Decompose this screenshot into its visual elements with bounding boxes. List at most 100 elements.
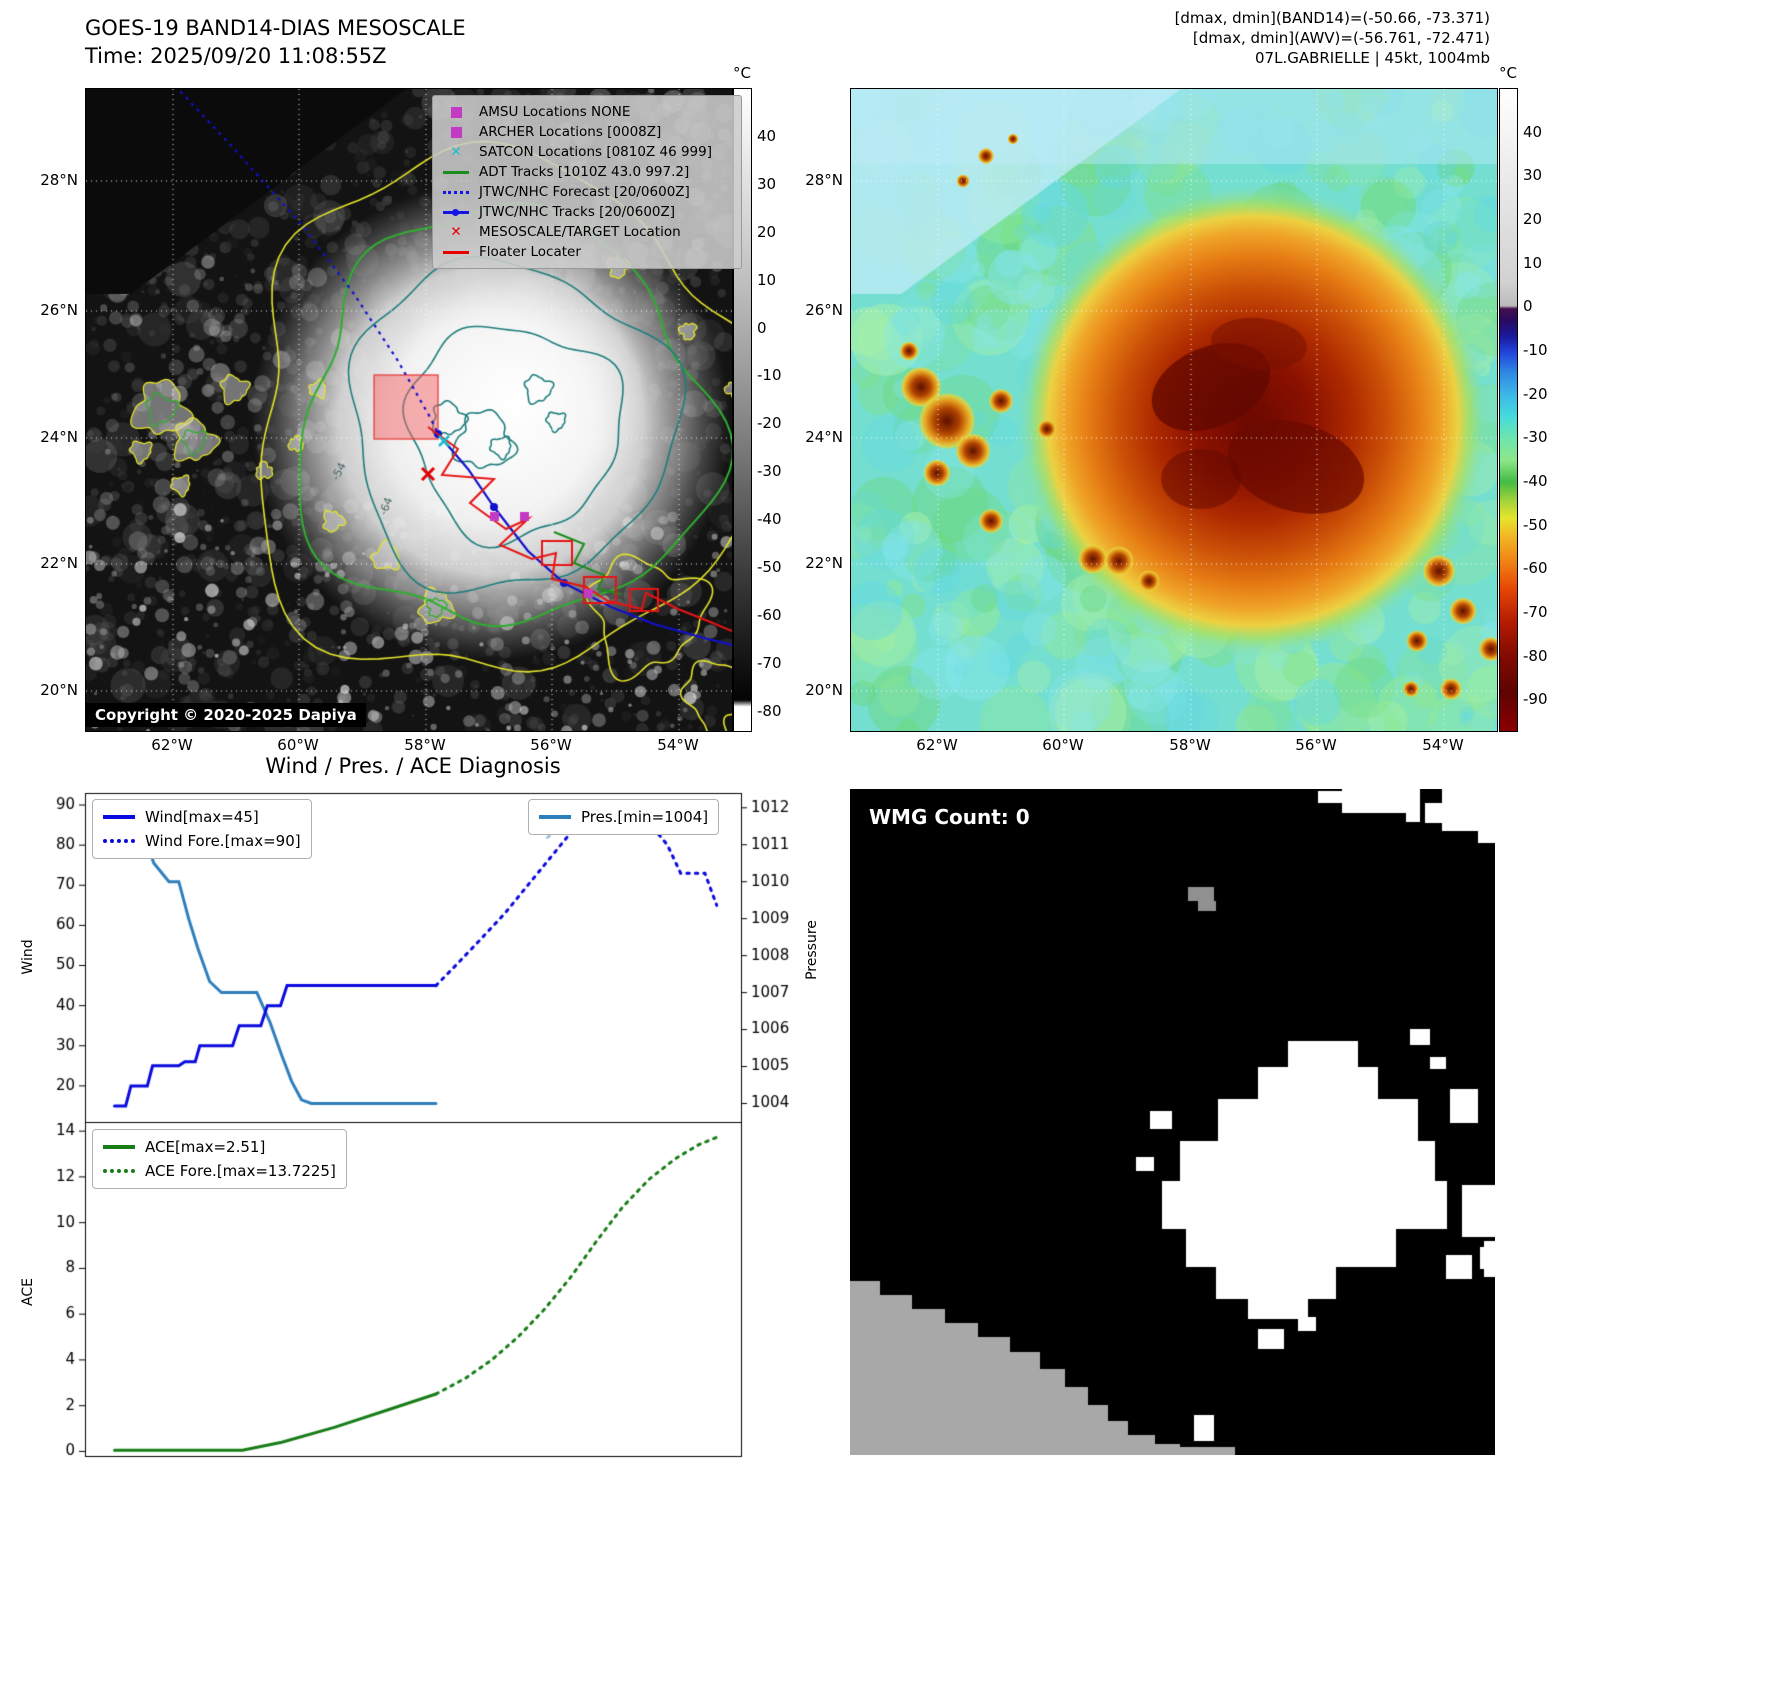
- band14-legend-item: ADT Tracks [1010Z 43.0 997.2]: [441, 162, 733, 182]
- band14-legend-item: JTWC/NHC Forecast [20/0600Z]: [441, 182, 733, 202]
- lat-tick: 22°N: [805, 554, 843, 572]
- colorbar-tick: -30: [1523, 428, 1548, 447]
- colorbar-tick: -80: [757, 701, 782, 720]
- colorbar-tick: -20: [1523, 384, 1548, 403]
- lon-tick: 58°W: [1169, 736, 1211, 754]
- colorbar-tick: -20: [757, 414, 782, 433]
- lat-tick: 24°N: [805, 428, 843, 446]
- lat-tick: 22°N: [40, 554, 78, 572]
- band14-legend-item: AMSU Locations NONE: [441, 102, 733, 122]
- line-marker-icon: [441, 250, 471, 254]
- colorbar-tick: 40: [1523, 122, 1543, 141]
- chart-legend-item: Wind Fore.[max=90]: [103, 829, 301, 853]
- colorbar-tick: 40: [757, 126, 777, 145]
- awv-satellite-image: [850, 88, 1498, 732]
- x-marker-icon: ✕: [450, 224, 462, 240]
- colorbar-tick: 0: [757, 318, 767, 337]
- lat-tick: 20°N: [805, 681, 843, 699]
- band14-colorbar-unit: °C: [733, 64, 751, 82]
- square-marker-icon: [441, 106, 471, 118]
- awv-header-line: [dmax, dmin](AWV)=(-56.761, -72.471): [1192, 29, 1490, 47]
- band14-legend-item: Floater Locater: [441, 242, 733, 262]
- colorbar-tick: -30: [757, 462, 782, 481]
- colorbar-tick: -50: [757, 558, 782, 577]
- lon-tick: 54°W: [1422, 736, 1464, 754]
- solid-line-icon: [103, 1145, 135, 1149]
- lon-tick: 58°W: [404, 736, 446, 754]
- colorbar-tick: -40: [1523, 472, 1548, 491]
- x-marker-icon: ✕: [450, 144, 462, 160]
- colorbar-tick: 10: [1523, 253, 1543, 272]
- colorbar-tick: -90: [1523, 690, 1548, 709]
- line-marker-icon: [441, 170, 471, 174]
- chart-legend-label: ACE[max=2.51]: [145, 1138, 266, 1156]
- awv-header-line: [dmax, dmin](BAND14)=(-50.66, -73.371): [1174, 9, 1490, 27]
- colorbar-tick: 10: [757, 270, 777, 289]
- awv-header-line: 07L.GABRIELLE | 45kt, 1004mb: [1255, 49, 1490, 67]
- lon-tick: 62°W: [151, 736, 193, 754]
- legend-item-label: JTWC/NHC Forecast [20/0600Z]: [479, 184, 690, 200]
- chart-legend-item: Wind[max=45]: [103, 805, 301, 829]
- legend-item-label: ARCHER Locations [0008Z]: [479, 124, 662, 140]
- colorbar-tick: 0: [1523, 297, 1533, 316]
- colorbar-tick: 20: [1523, 210, 1543, 229]
- lat-tick: 26°N: [40, 301, 78, 319]
- chart-legend-item: Pres.[min=1004]: [539, 805, 708, 829]
- band14-timestamp: Time: 2025/09/20 11:08:55Z: [85, 44, 387, 68]
- legend-item-label: Floater Locater: [479, 244, 581, 260]
- chart-legend-item: ACE[max=2.51]: [103, 1135, 336, 1159]
- lat-tick: 28°N: [805, 171, 843, 189]
- wmg-mask-image: [850, 789, 1495, 1455]
- colorbar-tick: -40: [757, 510, 782, 529]
- pressure-axis-label: Pressure: [804, 920, 820, 980]
- awv-colorbar: [1499, 88, 1518, 732]
- colorbar-tick: 20: [757, 222, 777, 241]
- colorbar-tick: -10: [757, 366, 782, 385]
- wind-pressure-ace-chart: [0, 750, 850, 1470]
- square-marker-icon: [441, 126, 471, 138]
- chart-legend-item: ACE Fore.[max=13.7225]: [103, 1159, 336, 1183]
- dotted-line-icon: [103, 1169, 135, 1173]
- colorbar-tick: -70: [757, 653, 782, 672]
- band14-legend: AMSU Locations NONE ARCHER Locations [000…: [432, 95, 742, 269]
- lon-tick: 56°W: [530, 736, 572, 754]
- ace-axis-label: ACE: [20, 1278, 36, 1306]
- colorbar-tick: 30: [1523, 166, 1543, 185]
- lat-tick: 26°N: [805, 301, 843, 319]
- lon-tick: 54°W: [657, 736, 699, 754]
- colorbar-tick: -70: [1523, 603, 1548, 622]
- dotted-line-icon: [103, 839, 135, 843]
- dotted-marker-icon: [441, 190, 471, 194]
- wind-legend: Wind[max=45] Wind Fore.[max=90]: [92, 799, 312, 859]
- pressure-legend: Pres.[min=1004]: [528, 799, 720, 835]
- colorbar-tick: -60: [757, 606, 782, 624]
- colorbar-tick: -10: [1523, 341, 1548, 360]
- lon-tick: 60°W: [1042, 736, 1084, 754]
- lon-tick: 62°W: [916, 736, 958, 754]
- lat-tick: 28°N: [40, 171, 78, 189]
- lon-tick: 56°W: [1295, 736, 1337, 754]
- legend-item-label: JTWC/NHC Tracks [20/0600Z]: [479, 204, 676, 220]
- band14-legend-item: JTWC/NHC Tracks [20/0600Z]: [441, 202, 733, 222]
- chart-legend-label: Pres.[min=1004]: [581, 808, 709, 826]
- chart-legend-label: ACE Fore.[max=13.7225]: [145, 1162, 336, 1180]
- colorbar-tick: -50: [1523, 515, 1548, 534]
- legend-item-label: ADT Tracks [1010Z 43.0 997.2]: [479, 164, 690, 180]
- legend-item-label: SATCON Locations [0810Z 46 999]: [479, 144, 712, 160]
- wmg-count-label: WMG Count: 0: [869, 805, 1030, 829]
- colorbar-tick: 30: [757, 174, 777, 193]
- band14-legend-item: ARCHER Locations [0008Z]: [441, 122, 733, 142]
- lon-tick: 60°W: [277, 736, 319, 754]
- copyright-label: Copyright © 2020-2025 Dapiya: [86, 703, 366, 727]
- chart-legend-label: Wind Fore.[max=90]: [145, 832, 301, 850]
- band14-legend-item: ✕ SATCON Locations [0810Z 46 999]: [441, 142, 733, 162]
- colorbar-tick: -80: [1523, 646, 1548, 665]
- band14-legend-item: ✕ MESOSCALE/TARGET Location: [441, 222, 733, 242]
- colorbar-tick: -60: [1523, 559, 1548, 578]
- band14-title: GOES-19 BAND14-DIAS MESOSCALE: [85, 16, 466, 40]
- legend-item-label: AMSU Locations NONE: [479, 104, 631, 120]
- solid-line-icon: [103, 815, 135, 819]
- ace-legend: ACE[max=2.51] ACE Fore.[max=13.7225]: [92, 1129, 347, 1189]
- solid-line-icon: [539, 815, 571, 819]
